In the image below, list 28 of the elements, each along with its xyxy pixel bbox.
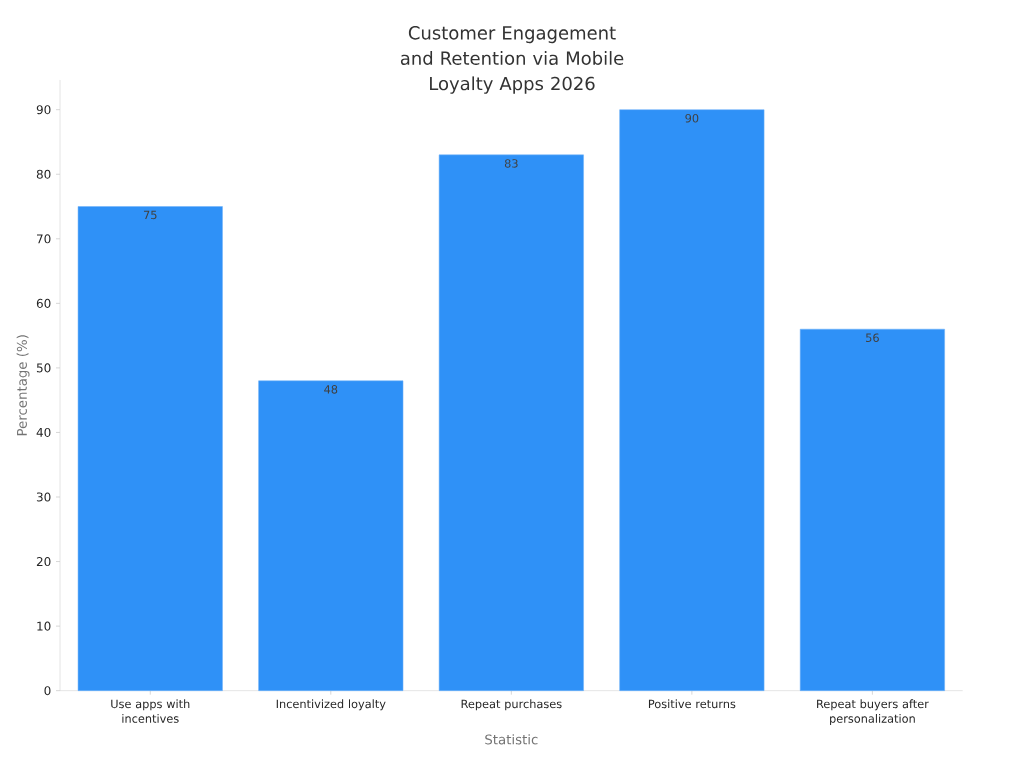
y-tick-label: 50 (36, 363, 51, 373)
x-tick-label: Incentivized loyalty (276, 699, 386, 711)
x-axis-title: Statistic (485, 734, 538, 745)
bar (438, 154, 584, 691)
x-tick-label: Repeat purchases (461, 699, 562, 711)
y-tick-label: 10 (37, 621, 51, 631)
y-tick-label: 70 (37, 234, 51, 244)
data-label: 90 (685, 113, 699, 123)
y-tick-label: 20 (36, 557, 51, 567)
chart-title: Customer Engagement and Retention via Mobile Loyalty Apps 2026 (400, 26, 624, 94)
data-label: 83 (504, 159, 518, 168)
data-label: 56 (866, 333, 879, 343)
y-tick-label: 90 (36, 105, 51, 115)
y-axis-title: Percentage (%) (16, 335, 30, 436)
y-tick-label: 60 (36, 298, 51, 308)
data-label: 75 (143, 210, 157, 220)
x-tick-label: Positive returns (648, 699, 736, 709)
y-tick-label: 40 (36, 427, 51, 437)
bar (619, 109, 765, 691)
bar (799, 328, 945, 691)
x-tick-label: Use apps with incentives (111, 699, 190, 723)
bar (258, 380, 404, 691)
x-tick-label: Repeat buyers after personalization (817, 699, 929, 726)
y-tick-label: 0 (44, 686, 51, 696)
y-tick-label: 30 (36, 492, 51, 502)
bar (77, 206, 223, 691)
data-label: 48 (324, 385, 338, 394)
y-tick-label: 80 (36, 169, 51, 179)
